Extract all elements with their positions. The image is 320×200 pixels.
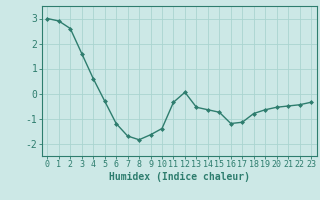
X-axis label: Humidex (Indice chaleur): Humidex (Indice chaleur) [109, 172, 250, 182]
